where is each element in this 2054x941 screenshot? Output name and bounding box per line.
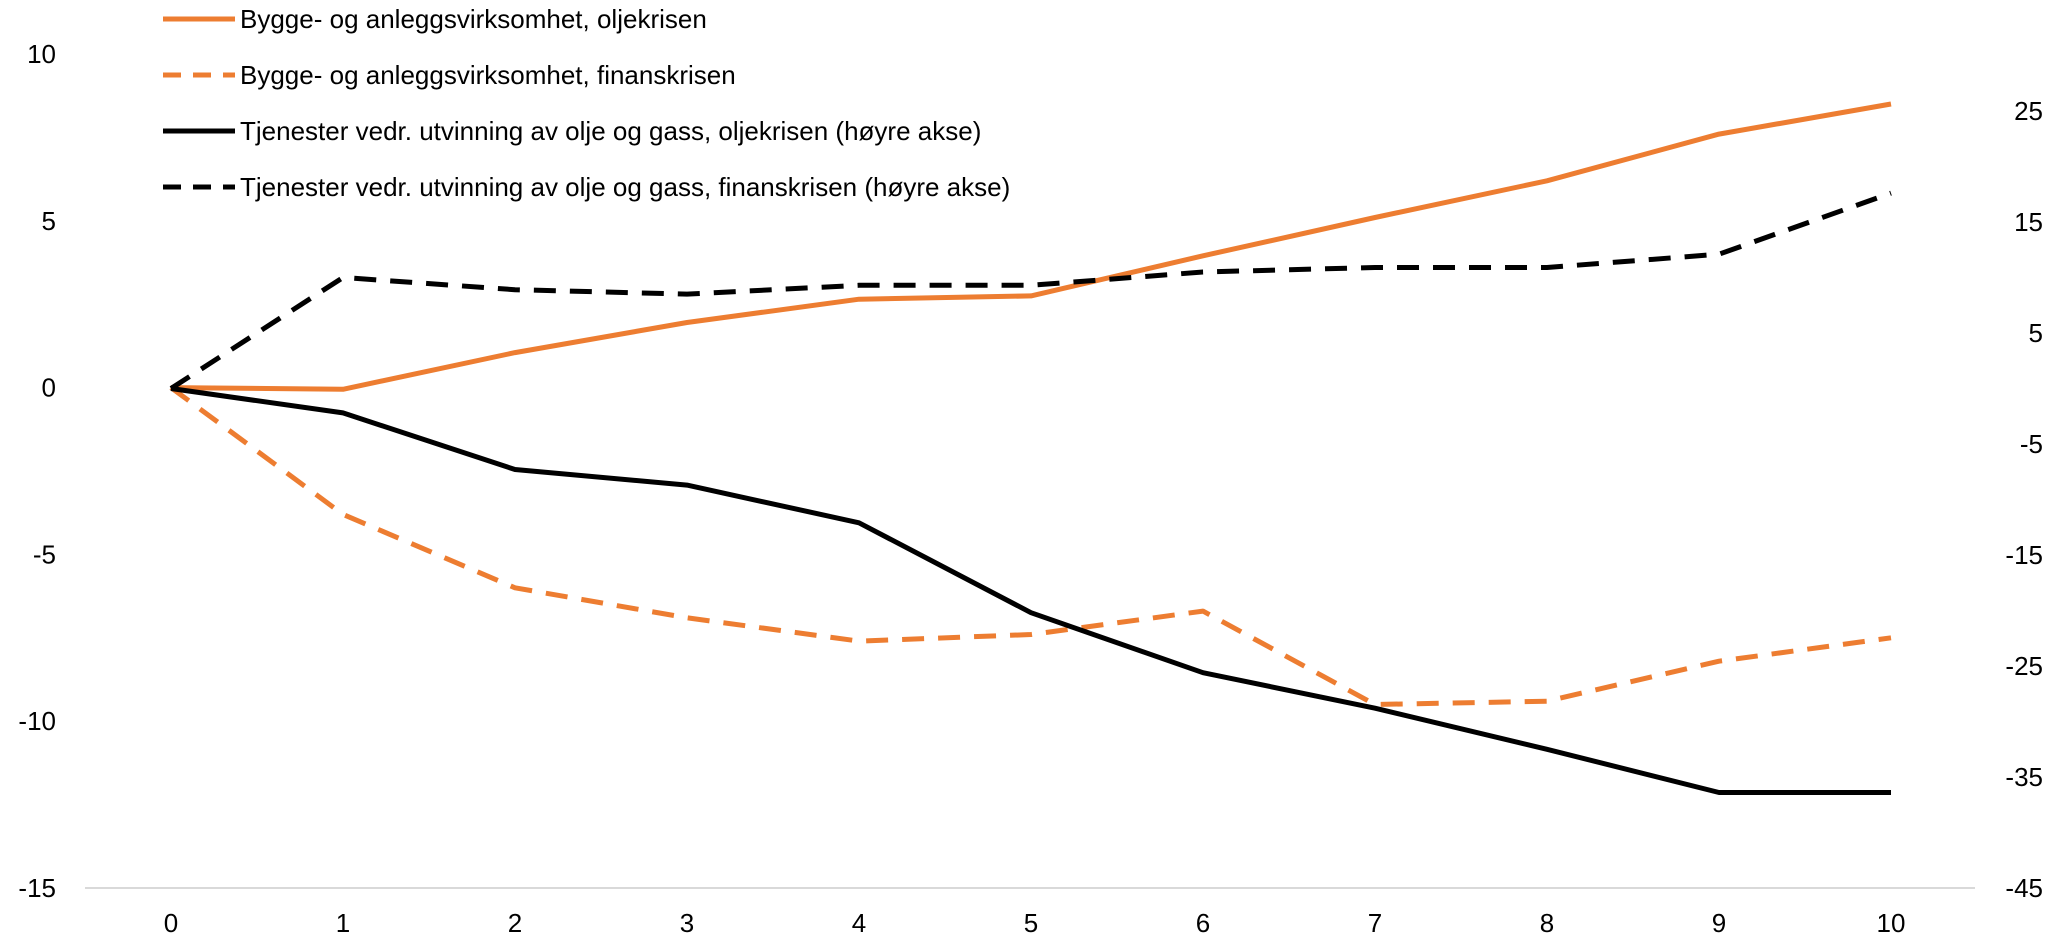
y-right-tick-label: 5 [2029,318,2043,348]
series-line-3 [170,386,1891,795]
x-tick-label: 1 [336,908,350,938]
legend-label-4: Tjenester vedr. utvinning av olje og gas… [240,172,1010,202]
y-right-tick-label: 25 [2014,96,2043,126]
x-tick-label: 6 [1196,908,1210,938]
y-left-tick-label: -10 [18,706,56,736]
x-tick-label: 3 [680,908,694,938]
legend-label-3: Tjenester vedr. utvinning av olje og gas… [240,116,981,146]
y-left-tick-label: -5 [33,539,56,569]
y-right-tick-label: 15 [2014,207,2043,237]
legend: Bygge- og anleggsvirksomhet, oljekrisen B… [163,4,1010,202]
x-tick-label: 10 [1877,908,1906,938]
x-tick-label: 9 [1712,908,1726,938]
series-line-2 [169,385,1892,707]
x-tick-label: 0 [164,908,178,938]
x-tick-label: 5 [1024,908,1038,938]
x-tick-label: 4 [852,908,866,938]
series-line-1 [170,101,1892,392]
y-left-tick-label: 10 [27,39,56,69]
y-right-tick-label: -25 [2005,651,2043,681]
x-tick-label: 8 [1540,908,1554,938]
y-axis-left: 10 5 0 -5 -10 -15 [18,39,56,903]
series-line-4 [169,190,1892,391]
legend-label-1: Bygge- og anleggsvirksomhet, oljekrisen [240,4,707,34]
y-left-tick-label: 5 [42,206,56,236]
y-right-tick-label: -35 [2005,762,2043,792]
x-axis: 0 1 2 3 4 5 6 7 8 9 10 [164,908,1906,938]
y-left-tick-label: -15 [18,873,56,903]
legend-label-2: Bygge- og anleggsvirksomhet, finanskrise… [240,60,736,90]
x-tick-label: 2 [508,908,522,938]
y-axis-right: 25 15 5 -5 -15 -25 -35 -45 [2005,96,2043,903]
y-left-tick-label: 0 [42,373,56,403]
y-right-tick-label: -5 [2020,429,2043,459]
x-tick-label: 7 [1368,908,1382,938]
series-layer [169,101,1892,795]
y-right-tick-label: -45 [2005,873,2043,903]
y-right-tick-label: -15 [2005,540,2043,570]
